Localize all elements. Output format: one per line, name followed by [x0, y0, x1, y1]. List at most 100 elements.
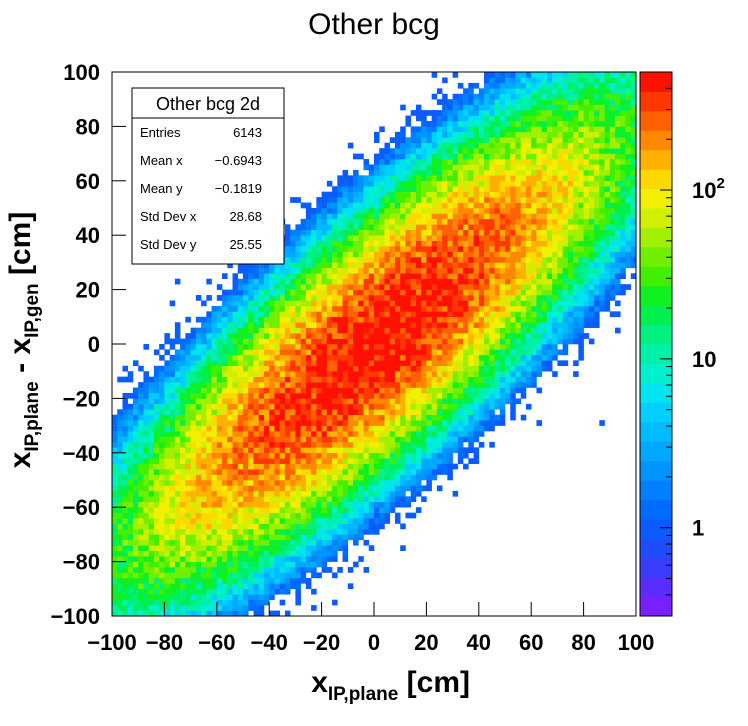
- heatmap-cell: [290, 496, 296, 503]
- heatmap-cell: [295, 545, 301, 552]
- heatmap-cell: [379, 295, 385, 301]
- heatmap-cell: [279, 588, 286, 595]
- heatmap-cell: [174, 545, 181, 552]
- heatmap-cell: [473, 447, 480, 454]
- heatmap-cell: [138, 387, 144, 394]
- heatmap-cell: [237, 545, 244, 552]
- heatmap-cell: [305, 322, 312, 328]
- heatmap-cell: [347, 246, 354, 252]
- heatmap-cell: [468, 240, 474, 247]
- heatmap-cell: [290, 295, 296, 301]
- heatmap-cell: [347, 229, 354, 236]
- heatmap-cell: [201, 387, 207, 394]
- heatmap-cell: [159, 610, 165, 617]
- heatmap-cell: [321, 452, 328, 459]
- heatmap-cell: [515, 256, 522, 263]
- heatmap-cell: [468, 436, 474, 443]
- heatmap-cell: [473, 218, 480, 225]
- heatmap-cell: [489, 180, 495, 187]
- heatmap-cell: [290, 316, 296, 323]
- heatmap-cell: [379, 327, 385, 334]
- heatmap-cell: [295, 431, 301, 437]
- heatmap-cell: [494, 420, 501, 426]
- heatmap-cell: [436, 224, 443, 231]
- heatmap-cell: [185, 556, 191, 562]
- heatmap-cell: [358, 392, 364, 399]
- heatmap-cell: [447, 289, 453, 296]
- heatmap-cell: [337, 333, 343, 339]
- heatmap-cell: [515, 267, 522, 274]
- heatmap-cell: [222, 360, 228, 367]
- heatmap-cell: [452, 441, 459, 448]
- heatmap-cell: [253, 577, 260, 584]
- heatmap-cell: [305, 507, 312, 513]
- heatmap-cell: [248, 496, 254, 503]
- heatmap-cell: [505, 126, 511, 133]
- heatmap-cell: [248, 371, 254, 377]
- heatmap-cell: [274, 289, 280, 296]
- heatmap-cell: [447, 202, 453, 209]
- heatmap-cell: [473, 295, 480, 301]
- heatmap-cell: [159, 409, 165, 416]
- heatmap-cell: [305, 251, 312, 258]
- heatmap-cell: [363, 208, 370, 214]
- heatmap-cell: [473, 365, 480, 372]
- heatmap-cell: [216, 485, 223, 492]
- heatmap-cell: [279, 278, 286, 285]
- heatmap-cell: [415, 447, 422, 454]
- heatmap-cell: [122, 452, 129, 459]
- heatmap-cell: [368, 398, 375, 405]
- heatmap-cell: [117, 496, 123, 503]
- heatmap-cell: [216, 425, 223, 432]
- heatmap-cell: [431, 338, 438, 345]
- heatmap-cell: [164, 490, 170, 497]
- heatmap-cell: [316, 267, 322, 274]
- heatmap-cell: [447, 431, 453, 437]
- heatmap-cell: [253, 436, 260, 443]
- heatmap-cell: [394, 148, 401, 154]
- heatmap-cell: [494, 398, 501, 405]
- heatmap-cell: [138, 458, 144, 464]
- heatmap-cell: [253, 425, 260, 432]
- heatmap-cell: [442, 441, 448, 448]
- heatmap-cell: [494, 142, 501, 149]
- heatmap-cell: [300, 512, 307, 519]
- heatmap-cell: [484, 251, 490, 258]
- heatmap-cell: [311, 420, 317, 426]
- heatmap-cell: [510, 414, 516, 421]
- heatmap-cell: [295, 197, 301, 203]
- heatmap-cell: [384, 295, 391, 301]
- heatmap-cell: [478, 327, 485, 334]
- heatmap-cell: [332, 213, 338, 220]
- heatmap-cell: [316, 528, 322, 535]
- heatmap-cell: [190, 431, 197, 437]
- heatmap-cell: [363, 316, 370, 323]
- heatmap-cell: [300, 398, 307, 405]
- heatmap-cell: [195, 452, 202, 459]
- heatmap-cell: [237, 414, 244, 421]
- heatmap-cell: [510, 278, 516, 285]
- heatmap-cell: [400, 267, 406, 274]
- heatmap-cell: [143, 480, 149, 486]
- heatmap-cell: [447, 311, 453, 318]
- heatmap-cell: [143, 398, 149, 405]
- heatmap-cell: [379, 365, 385, 372]
- heatmap-cell: [222, 496, 228, 503]
- heatmap-cell: [284, 289, 291, 296]
- heatmap-cell: [426, 120, 432, 127]
- heatmap-cell: [389, 354, 396, 361]
- heatmap-cell: [389, 311, 396, 318]
- heatmap-cell: [232, 545, 239, 552]
- heatmap-cell: [389, 490, 396, 497]
- heatmap-cell: [305, 556, 312, 562]
- heatmap-cell: [295, 458, 301, 464]
- heatmap-cell: [232, 605, 239, 611]
- heatmap-cell: [290, 501, 296, 508]
- heatmap-cell: [405, 186, 411, 192]
- heatmap-cell: [353, 507, 359, 513]
- heatmap-cell: [164, 452, 170, 459]
- heatmap-cell: [463, 316, 469, 323]
- heatmap-cell: [243, 474, 249, 481]
- heatmap-cell: [468, 338, 474, 345]
- heatmap-cell: [253, 349, 260, 356]
